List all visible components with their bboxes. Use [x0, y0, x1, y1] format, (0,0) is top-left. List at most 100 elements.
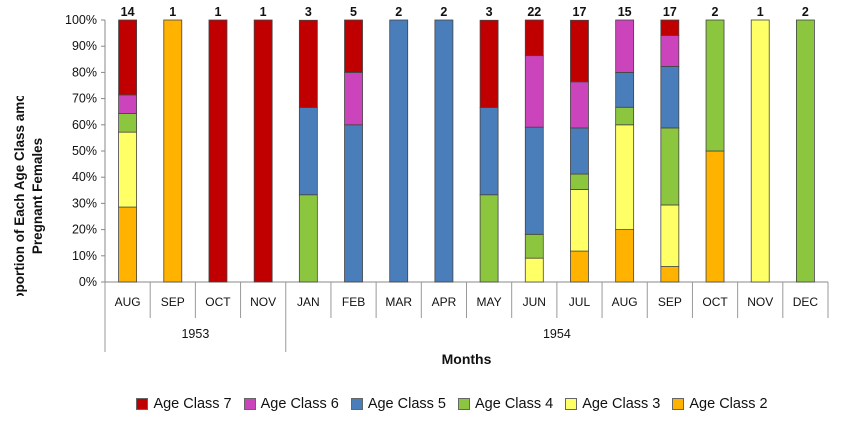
sample-size-label: 1	[260, 5, 267, 19]
bar-segment	[660, 35, 680, 67]
bar-segment	[208, 19, 228, 283]
bar-segment	[750, 19, 770, 283]
bar-segment	[344, 72, 363, 126]
x-tick-label: NOV	[747, 295, 773, 309]
bar-segment	[660, 204, 680, 267]
legend-item: Age Class 7	[136, 396, 232, 412]
bar-segment	[705, 19, 725, 152]
sample-size-label: 17	[573, 5, 587, 19]
x-tick-label: NOV	[250, 295, 276, 309]
y-tick-label: 100%	[65, 13, 97, 27]
bar-segment	[479, 107, 499, 196]
legend-label: Age Class 4	[475, 396, 554, 412]
bar-segment	[615, 72, 635, 108]
sample-size-label: 2	[802, 5, 809, 19]
sample-size-label: 2	[440, 5, 447, 19]
chart-legend: Age Class 7 Age Class 6 Age Class 5 Age Cla…	[62, 390, 842, 418]
x-tick-label: OCT	[702, 295, 728, 309]
bar-segment	[253, 19, 273, 283]
bar-segment	[298, 107, 318, 196]
legend-swatch	[243, 398, 256, 410]
bar-segment	[344, 19, 363, 73]
year-group-label: 1953	[181, 327, 209, 341]
bar-segment	[524, 19, 544, 57]
bar-segment	[615, 19, 635, 73]
stacked-bar-chart: 0% 10% 20% 30% 40% 50% 60% 70% 80% 90% 100% 1953 195…	[65, 5, 829, 367]
x-tick-label: APR	[432, 295, 457, 309]
bar-segment	[479, 194, 499, 283]
bar-segment	[298, 194, 318, 283]
y-tick-label: 40%	[72, 170, 97, 184]
bar-segment	[524, 257, 544, 283]
bar-segment	[524, 233, 544, 259]
bar-segment	[434, 19, 454, 283]
bar-segment	[660, 19, 680, 36]
bar-segment	[118, 131, 137, 208]
legend-swatch	[350, 398, 363, 410]
bar-segment	[615, 229, 635, 283]
x-tick-label: FEB	[342, 295, 365, 309]
y-tick-label: 10%	[72, 249, 97, 263]
legend-label: Age Class 6	[260, 396, 339, 412]
legend-item: Age Class 3	[565, 396, 660, 412]
x-tick-label: JUN	[523, 295, 546, 309]
legend-label: Age Class 3	[582, 396, 661, 412]
bar-segment	[570, 189, 589, 252]
bar-segment	[524, 126, 544, 235]
bar-segment	[615, 124, 635, 231]
sample-size-label: 1	[169, 5, 176, 19]
y-axis-title-line1: Proportion of Each Age Class among	[12, 96, 27, 296]
legend-swatch	[672, 398, 685, 410]
sample-size-label: 14	[121, 5, 135, 19]
sample-size-label: 3	[305, 5, 312, 19]
y-axis-title-line2: Pregnant Females	[30, 138, 45, 254]
legend-swatch	[565, 398, 578, 410]
bar-segment	[570, 127, 589, 175]
bar-segment	[570, 19, 589, 83]
y-tick-label: 70%	[72, 92, 97, 106]
sample-size-label: 22	[527, 5, 541, 19]
x-tick-label: DEC	[793, 295, 819, 309]
sample-size-label: 1	[214, 5, 221, 19]
bar-segment	[570, 250, 589, 283]
bar-segment	[660, 266, 680, 283]
y-tick-label: 60%	[72, 118, 97, 132]
legend-item: Age Class 5	[350, 396, 446, 412]
year-group-label: 1954	[543, 327, 571, 341]
x-tick-label: AUG	[612, 295, 638, 309]
y-tick-label: 50%	[72, 144, 97, 158]
sample-size-label: 2	[395, 5, 402, 19]
y-tick-label: 30%	[72, 196, 97, 210]
x-tick-label: SEP	[161, 295, 185, 309]
x-tick-label: MAY	[477, 295, 502, 309]
bar-segment	[118, 19, 137, 96]
bar-segment	[118, 206, 137, 283]
legend-label: Age Class 2	[689, 396, 768, 412]
sample-size-label: 3	[486, 5, 493, 19]
x-tick-label: JUL	[569, 295, 591, 309]
bar-segment	[118, 94, 137, 114]
y-tick-label: 20%	[72, 223, 97, 237]
bar-segment	[298, 19, 318, 108]
legend-item: Age Class 6	[243, 396, 339, 412]
legend-swatch	[136, 398, 149, 410]
x-tick-label: SEP	[658, 295, 682, 309]
x-axis-title: Months	[442, 351, 492, 367]
bar-segment	[479, 19, 499, 108]
bar-segment	[660, 65, 680, 129]
bar-segment	[344, 124, 363, 283]
x-tick-label: OCT	[205, 295, 231, 309]
bar-segment	[705, 150, 725, 283]
legend-item: Age Class 2	[672, 396, 768, 412]
bar-segment	[570, 81, 589, 129]
x-tick-label: AUG	[115, 295, 141, 309]
legend-swatch	[458, 398, 470, 410]
sample-size-label: 1	[757, 5, 764, 19]
sample-size-label: 15	[618, 5, 632, 19]
legend-item: Age Class 4	[458, 396, 553, 412]
y-tick-label: 80%	[72, 65, 97, 79]
sample-size-label: 5	[350, 5, 357, 19]
bar-segment	[796, 19, 815, 283]
legend-label: Age Class 5	[367, 396, 446, 412]
bar-segment	[524, 55, 544, 128]
